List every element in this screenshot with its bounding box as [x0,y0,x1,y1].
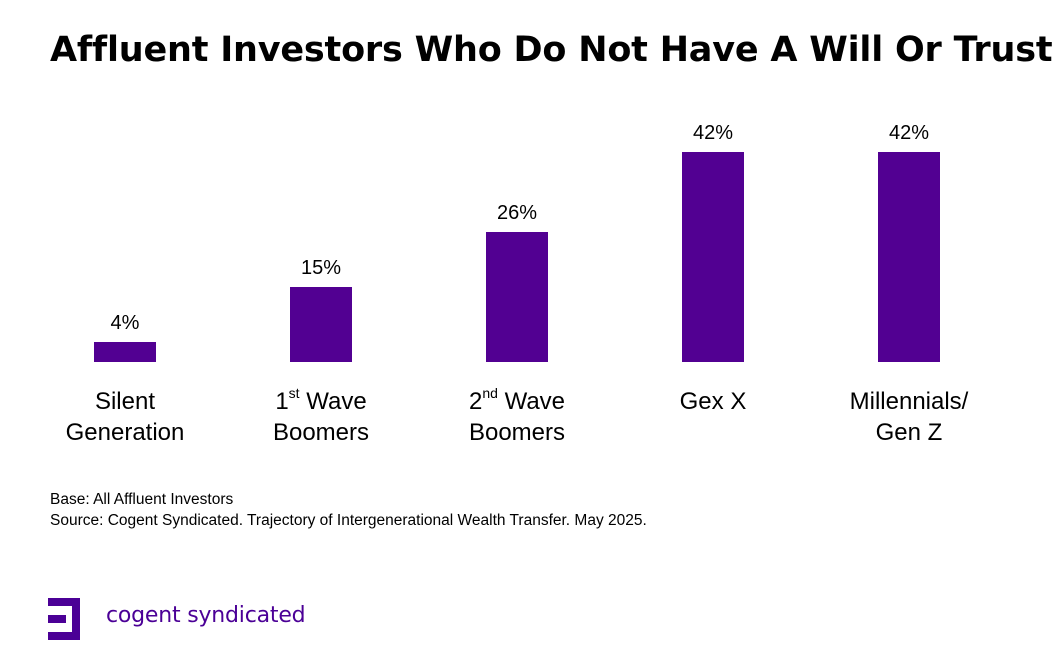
category-label-2: 1st Wave Boomers [211,386,431,448]
data-label-3: 26% [497,202,537,224]
data-label-4: 42% [693,122,733,144]
bar-1 [94,342,156,362]
data-label-5: 42% [889,122,929,144]
bar-4 [682,152,744,362]
category-label-line: Generation [65,419,185,446]
category-label-line: Boomers [272,419,370,446]
base-note: Base: All Affluent Investors [50,491,234,508]
category-label-line: 1st Wave [275,385,367,415]
bar-5 [878,152,940,362]
footnotes: Base: All Affluent Investors Source: Cog… [50,489,647,531]
chart-title: Affluent Investors Who Do Not Have A Wil… [50,30,1053,70]
category-label-3: 2nd Wave Boomers [407,386,627,448]
bar-2 [290,287,352,362]
category-label-1: Silent Generation [15,386,235,448]
source-note: Source: Cogent Syndicated. Trajectory of… [50,512,647,529]
category-label-line: Millennials/ [849,388,969,415]
brand-name: cogent syndicated [106,603,306,628]
data-label-2: 15% [301,257,341,279]
category-label-line: 2nd Wave [468,385,566,415]
category-label-line: Silent [94,388,156,415]
cogent-logo-icon [48,598,80,640]
bar-chart: 4% 15% 26% 42% 42% [94,122,940,362]
category-label-line: Gex X [679,388,747,415]
category-label-line: Gen Z [875,419,943,446]
category-label-4: Gex X [603,386,823,417]
category-label-line: Boomers [468,419,566,446]
bar-3 [486,232,548,362]
data-label-1: 4% [111,312,140,334]
category-label-5: Millennials/Gen Z [799,386,1019,448]
